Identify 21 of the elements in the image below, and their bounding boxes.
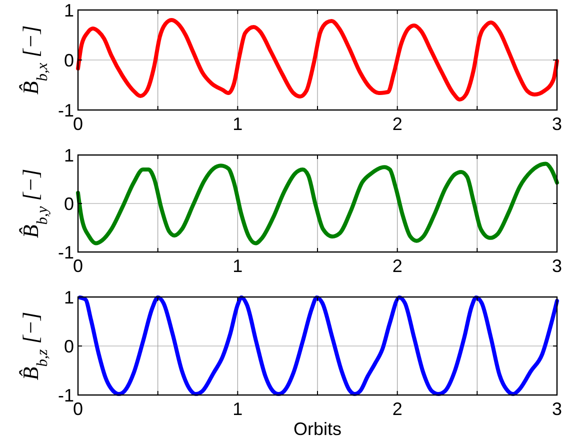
y-tick-label: 1 xyxy=(64,287,74,308)
x-tick-label: 1 xyxy=(232,256,243,276)
x-tick-label: 3 xyxy=(552,114,562,134)
x-tick-label: 1 xyxy=(232,399,243,419)
x-tick-label: 2 xyxy=(392,256,402,276)
x-tick-label: 3 xyxy=(552,399,562,419)
y-tick-label: 1 xyxy=(64,0,74,20)
y-tick-label: 0 xyxy=(64,50,74,70)
x-tick-label: 3 xyxy=(552,256,562,276)
y-tick-label: -1 xyxy=(58,385,74,406)
x-tick-label: 1 xyxy=(232,114,243,134)
x-axis-title: Orbits xyxy=(293,419,342,439)
x-tick-label: 2 xyxy=(392,114,402,134)
y-tick-label: 0 xyxy=(64,194,74,214)
line-series xyxy=(76,162,559,246)
x-tick-label: 2 xyxy=(392,399,402,419)
y-tick-label: 0 xyxy=(64,336,74,356)
y-tick-label: -1 xyxy=(58,242,74,262)
y-tick-label: 1 xyxy=(64,145,74,166)
y-tick-label: -1 xyxy=(58,100,74,120)
line-series xyxy=(76,18,559,102)
